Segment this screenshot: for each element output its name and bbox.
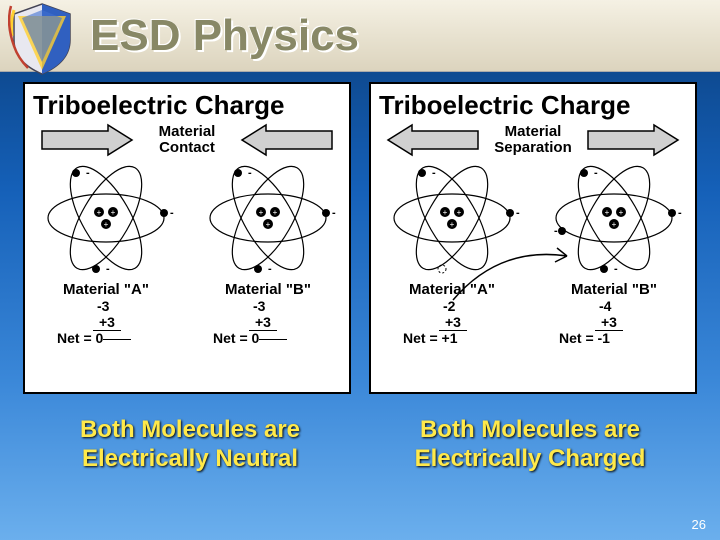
svg-text:+: +: [273, 208, 278, 217]
sub-row: Material Contact: [25, 123, 349, 157]
svg-text:-: -: [432, 167, 436, 179]
material-label: Material "B": [193, 281, 343, 298]
atoms-row: + + + - - - Material "A" + + + -: [25, 161, 349, 298]
net-label: Net = -1: [559, 330, 681, 346]
svg-text:-: -: [248, 167, 252, 179]
net-label: Net = +1: [403, 330, 525, 346]
svg-text:+: +: [612, 220, 617, 229]
sub-row: Material Separation: [371, 123, 695, 157]
svg-text:-: -: [516, 207, 520, 219]
pos-count: +3: [93, 314, 121, 331]
calc-row: -3 +3 Net = 0 -3 +3 Net = 0: [25, 298, 349, 352]
caption-line2: Electrically Neutral: [82, 445, 298, 472]
title-bar: ESD Physics: [0, 0, 720, 72]
page-number: 26: [692, 517, 706, 532]
panel-contact: Triboelectric Charge Material Contact +: [23, 82, 351, 394]
svg-text:+: +: [605, 208, 610, 217]
calc-b: -4 +3 Net = -1: [541, 298, 681, 346]
arrow-right-icon: [40, 123, 134, 157]
svg-text:+: +: [457, 208, 462, 217]
calc-a: -3 +3 Net = 0: [39, 298, 179, 346]
pos-count: +3: [595, 314, 623, 331]
atom-icon: + + + - - -: [198, 161, 338, 276]
caption-right: Both Molecules are Electrically Charged: [370, 416, 690, 474]
svg-text:+: +: [97, 208, 102, 217]
svg-text:-: -: [170, 207, 174, 219]
material-label: Material "A": [31, 281, 181, 298]
caption-line1: Both Molecules are: [80, 416, 300, 443]
neg-count: -3: [57, 298, 179, 314]
svg-text:+: +: [450, 220, 455, 229]
caption-line2: Electrically Charged: [415, 445, 646, 472]
caption-left: Both Molecules are Electrically Neutral: [30, 416, 350, 474]
sub-line2: Contact: [159, 139, 215, 156]
arrow-left-icon: [386, 123, 480, 157]
page-title: ESD Physics: [90, 11, 359, 61]
panel-heading: Triboelectric Charge: [371, 84, 695, 121]
sub-line1: Material: [505, 123, 562, 140]
net-label: Net = 0: [213, 330, 259, 346]
svg-text:-: -: [106, 263, 110, 275]
svg-text:+: +: [259, 208, 264, 217]
atom-a: + + + - - - Material "A": [31, 161, 181, 298]
svg-text:+: +: [111, 208, 116, 217]
neg-count: -3: [213, 298, 335, 314]
svg-text:+: +: [443, 208, 448, 217]
panels-container: Triboelectric Charge Material Contact +: [0, 72, 720, 394]
svg-text:+: +: [104, 220, 109, 229]
atom-b: + + + - - - Material "B": [193, 161, 343, 298]
panel-heading: Triboelectric Charge: [25, 84, 349, 121]
svg-text:-: -: [86, 167, 90, 179]
arrow-left-icon: [240, 123, 334, 157]
sub-label: Material Separation: [488, 124, 578, 156]
svg-text:-: -: [614, 263, 618, 275]
panel-separation: Triboelectric Charge Material Separation…: [369, 82, 697, 394]
svg-text:-: -: [268, 263, 272, 275]
svg-text:-: -: [678, 207, 682, 219]
svg-text:-: -: [554, 225, 558, 237]
calc-b: -3 +3 Net = 0: [195, 298, 335, 346]
svg-text:-: -: [332, 207, 336, 219]
calc-row: -2 +3 Net = +1 -4 +3 Net = -1: [371, 298, 695, 352]
svg-text:+: +: [266, 220, 271, 229]
svg-text:+: +: [619, 208, 624, 217]
captions-row: Both Molecules are Electrically Neutral …: [0, 416, 720, 474]
sub-line2: Separation: [494, 139, 572, 156]
arrow-right-icon: [586, 123, 680, 157]
calc-a: -2 +3 Net = +1: [385, 298, 525, 346]
atom-icon: + + + - - -: [36, 161, 176, 276]
shield-emblem-icon: [8, 2, 76, 76]
net-label: Net = 0: [57, 330, 103, 346]
electron-transfer-arrow-icon: [449, 242, 579, 304]
sub-label: Material Contact: [142, 124, 232, 156]
sub-line1: Material: [159, 123, 216, 140]
pos-count: +3: [439, 314, 467, 331]
pos-count: +3: [249, 314, 277, 331]
caption-line1: Both Molecules are: [420, 416, 640, 443]
svg-text:-: -: [594, 167, 598, 179]
